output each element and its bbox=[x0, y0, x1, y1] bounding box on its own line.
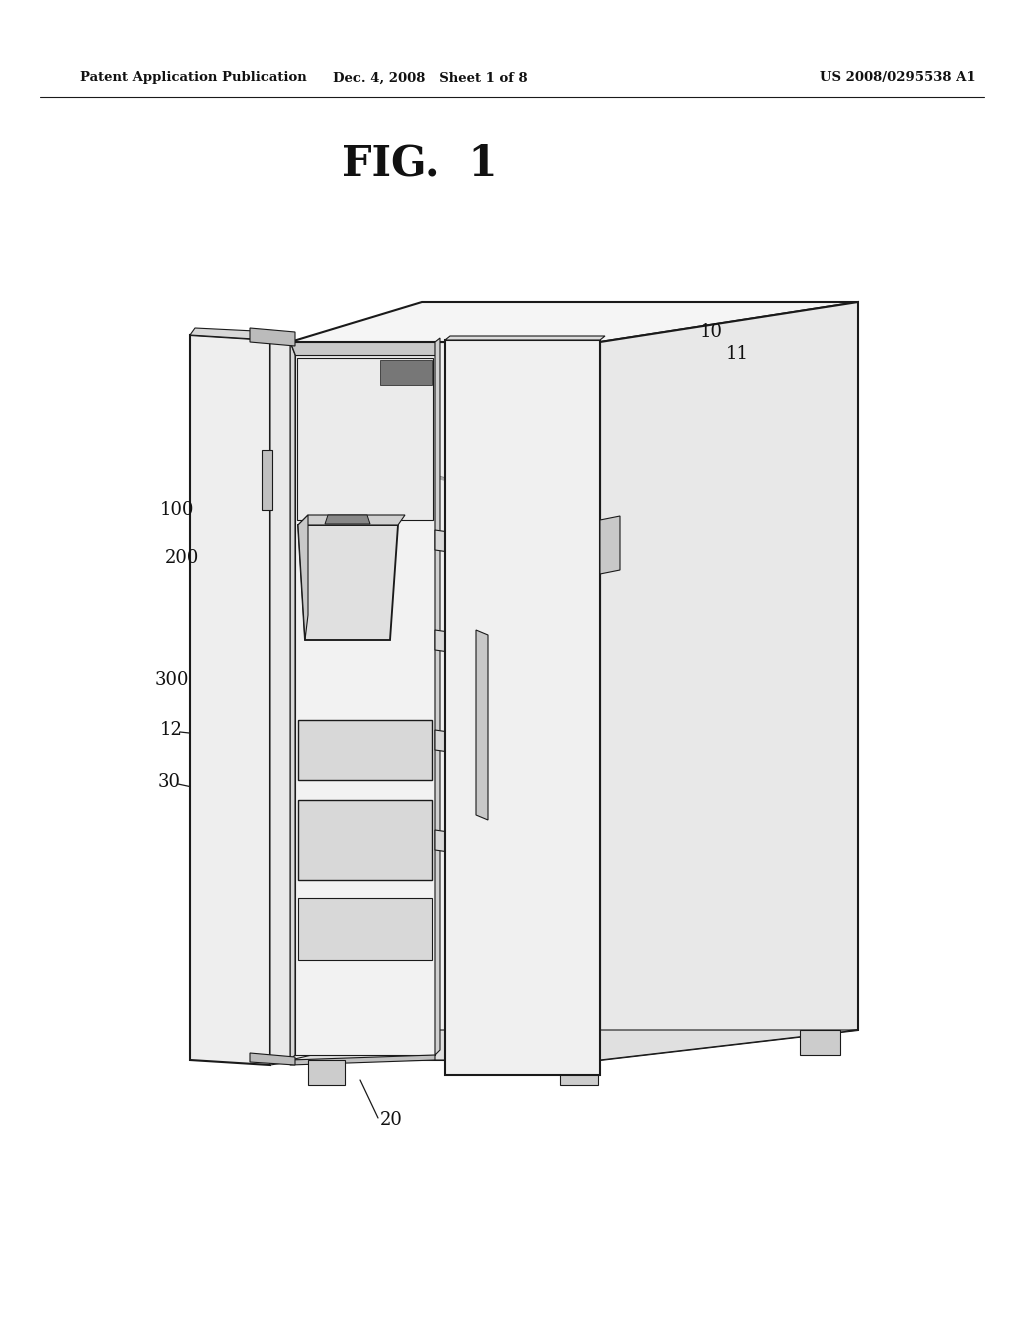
Polygon shape bbox=[600, 302, 858, 1060]
Text: Patent Application Publication: Patent Application Publication bbox=[80, 71, 307, 84]
Polygon shape bbox=[298, 719, 432, 780]
Polygon shape bbox=[435, 338, 440, 1055]
Polygon shape bbox=[435, 830, 490, 858]
Polygon shape bbox=[290, 342, 295, 1060]
Text: 300: 300 bbox=[155, 671, 189, 689]
Polygon shape bbox=[262, 450, 272, 510]
Polygon shape bbox=[250, 327, 295, 346]
Polygon shape bbox=[600, 516, 620, 574]
Polygon shape bbox=[290, 302, 858, 342]
Text: 200: 200 bbox=[165, 549, 200, 568]
Polygon shape bbox=[298, 898, 432, 960]
Polygon shape bbox=[476, 630, 488, 820]
Polygon shape bbox=[290, 342, 600, 1060]
Polygon shape bbox=[308, 1060, 345, 1085]
Polygon shape bbox=[380, 360, 432, 385]
Polygon shape bbox=[325, 515, 370, 524]
Polygon shape bbox=[290, 1055, 435, 1065]
Text: FIG.  1: FIG. 1 bbox=[342, 143, 498, 183]
Polygon shape bbox=[298, 515, 406, 525]
Text: 30: 30 bbox=[158, 774, 181, 791]
Text: 10: 10 bbox=[700, 323, 723, 341]
Polygon shape bbox=[297, 358, 433, 520]
Polygon shape bbox=[435, 730, 490, 758]
Text: US 2008/0295538 A1: US 2008/0295538 A1 bbox=[820, 71, 976, 84]
Polygon shape bbox=[298, 515, 308, 640]
Polygon shape bbox=[190, 335, 270, 1065]
Text: 100: 100 bbox=[160, 502, 195, 519]
Polygon shape bbox=[250, 1053, 295, 1065]
Text: 20: 20 bbox=[380, 1111, 402, 1129]
Polygon shape bbox=[298, 525, 398, 640]
Text: 11: 11 bbox=[726, 345, 749, 363]
Text: 12: 12 bbox=[160, 721, 183, 739]
Polygon shape bbox=[298, 800, 432, 880]
Polygon shape bbox=[290, 342, 435, 355]
Polygon shape bbox=[435, 630, 490, 657]
Polygon shape bbox=[560, 1060, 598, 1085]
Polygon shape bbox=[290, 1030, 858, 1060]
Text: +: + bbox=[446, 524, 458, 536]
Polygon shape bbox=[190, 327, 275, 341]
Polygon shape bbox=[800, 1030, 840, 1055]
Polygon shape bbox=[445, 337, 605, 341]
Polygon shape bbox=[270, 333, 290, 1065]
Polygon shape bbox=[445, 341, 600, 1074]
Polygon shape bbox=[295, 355, 435, 1055]
Polygon shape bbox=[435, 531, 490, 558]
Text: Dec. 4, 2008   Sheet 1 of 8: Dec. 4, 2008 Sheet 1 of 8 bbox=[333, 71, 527, 84]
